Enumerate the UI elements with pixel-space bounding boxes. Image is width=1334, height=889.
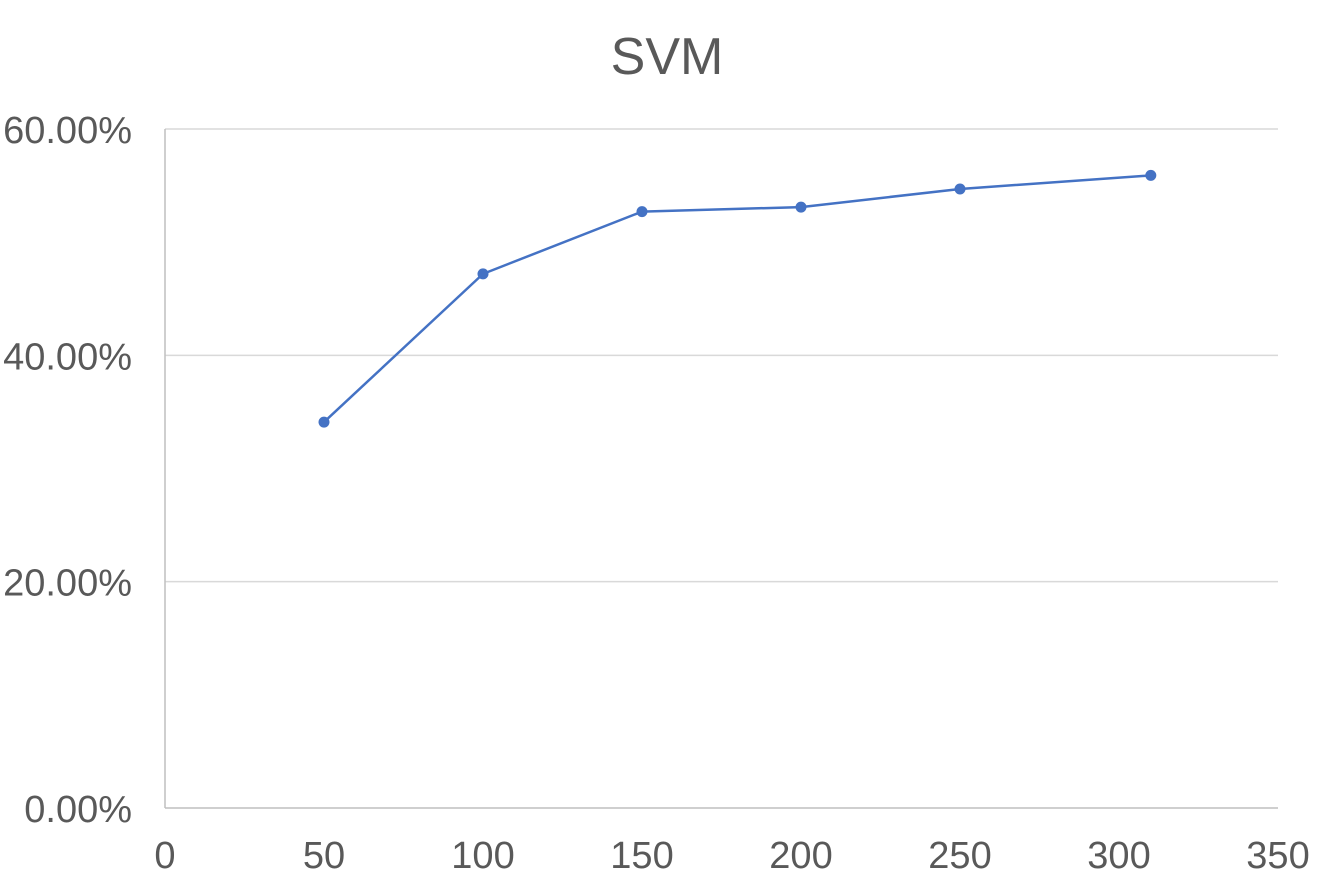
gridlines	[165, 128, 1278, 583]
x-tick-label-4: 200	[769, 835, 832, 877]
chart-title: SVM	[611, 28, 724, 86]
data-point-4	[954, 183, 966, 195]
axes	[164, 129, 1278, 809]
y-tick-label-3: 60.00%	[3, 110, 132, 152]
data-point-1	[477, 268, 489, 280]
y-tick-label-1: 20.00%	[3, 563, 132, 605]
y-tick-label-0: 0.00%	[24, 789, 132, 831]
x-tick-label-5: 250	[928, 835, 991, 877]
data-point-2	[636, 206, 648, 218]
y-tick-labels: 0.00% 20.00% 40.00% 60.00%	[3, 110, 132, 831]
data-point-0	[318, 416, 330, 428]
data-point-3	[795, 201, 807, 213]
series-line	[322, 174, 1153, 424]
x-tick-label-7: 350	[1246, 835, 1309, 877]
y-tick-label-2: 40.00%	[3, 336, 132, 378]
x-tick-label-2: 100	[451, 835, 514, 877]
x-tick-label-6: 300	[1087, 835, 1150, 877]
x-tick-label-0: 0	[154, 835, 175, 877]
x-tick-labels: 0 50 100 150 200 250 300 350	[154, 835, 1309, 877]
data-point-5	[1145, 169, 1157, 181]
x-tick-label-3: 150	[610, 835, 673, 877]
x-tick-label-1: 50	[303, 835, 345, 877]
series-layer	[318, 169, 1157, 428]
